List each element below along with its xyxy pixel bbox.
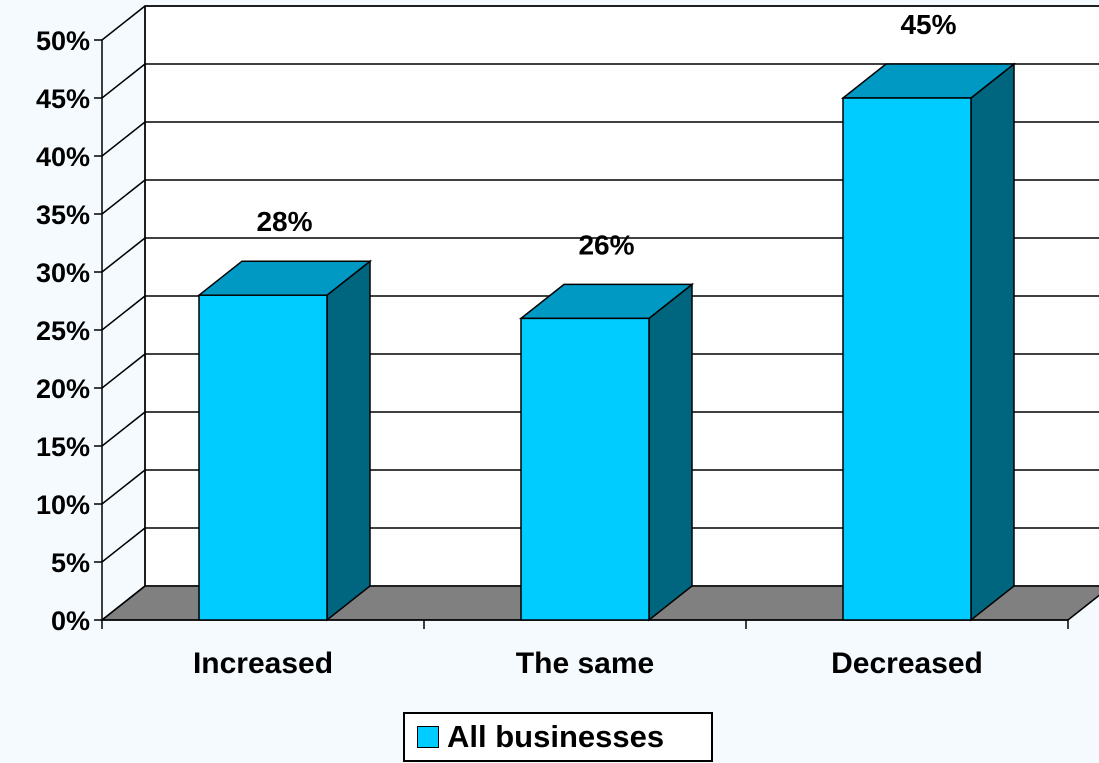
bar-chart: 0% 5% 10% 15% 20% 25% 30% 35% 40% 45% 50% 28% Increa…: [36, 5, 1099, 680]
y-tick-label: 50%: [36, 26, 90, 56]
bar-side: [970, 62, 1015, 622]
bar-increased: [196, 259, 373, 622]
gridline-side: [101, 295, 146, 331]
y-tick-label: 20%: [36, 374, 90, 404]
legend-label: All businesses: [447, 719, 665, 754]
gridline-side: [101, 121, 146, 157]
data-label: 26%: [578, 229, 634, 260]
y-tick-label: 25%: [36, 316, 90, 346]
gridline-side: [101, 63, 146, 99]
data-label: 45%: [900, 9, 956, 40]
y-tick-label: 15%: [36, 432, 90, 462]
gridline-side: [101, 179, 146, 215]
y-tick-label: 10%: [36, 490, 90, 520]
gridline-side: [101, 527, 146, 563]
y-tick-label: 30%: [36, 258, 90, 288]
bar-front: [520, 317, 650, 621]
x-category-label: Increased: [193, 647, 333, 680]
bar-decreased: [840, 62, 1017, 622]
data-label: 28%: [256, 206, 312, 237]
legend-swatch: [417, 726, 439, 748]
x-category-label: The same: [516, 647, 654, 680]
gridline-side: [101, 469, 146, 505]
gridline-side: [101, 411, 146, 447]
bar-side: [326, 259, 371, 622]
y-tick-label: 40%: [36, 142, 90, 172]
bar-the-same: [518, 282, 695, 622]
side-wall-bottom: [101, 585, 146, 621]
y-tick-label: 5%: [51, 548, 90, 578]
gridline-side: [101, 5, 146, 41]
gridline-side: [101, 237, 146, 273]
y-tick-label: 35%: [36, 200, 90, 230]
bar-side: [648, 282, 693, 622]
bar-front: [842, 97, 972, 621]
y-tick-label: 0%: [51, 606, 90, 636]
bar-front: [198, 294, 328, 621]
y-tick-label: 45%: [36, 84, 90, 114]
legend: All businesses: [403, 712, 713, 762]
gridline-side: [101, 353, 146, 389]
x-category-label: Decreased: [831, 647, 983, 680]
